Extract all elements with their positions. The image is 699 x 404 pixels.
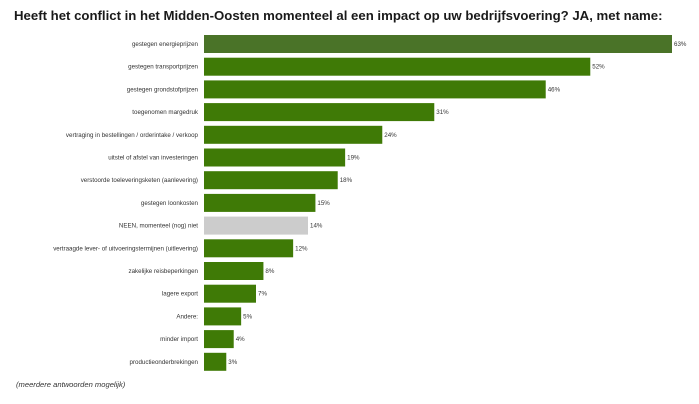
value-label: 5% <box>243 313 252 320</box>
category-label: gestegen energieprijzen <box>132 41 199 48</box>
value-label: 15% <box>317 200 330 207</box>
bar-7 <box>204 171 338 190</box>
category-label: productieonderbrekingen <box>130 359 199 366</box>
footnote: (meerdere antwoorden mogelijk) <box>16 380 126 389</box>
bar-6 <box>204 148 346 167</box>
chart-title: Heeft het conflict in het Midden-Oosten … <box>14 8 663 23</box>
category-label: vertraagde lever- of uitvoeringstermijne… <box>53 245 198 252</box>
category-label: zakelijke reisbeperkingen <box>129 268 199 275</box>
bar-14 <box>204 330 234 349</box>
category-label: gestegen transportprijzen <box>128 64 198 71</box>
value-label: 14% <box>310 223 323 230</box>
category-label: gestegen grondstofprijzen <box>127 86 199 93</box>
bar-15 <box>204 352 227 371</box>
bar-10 <box>204 239 294 258</box>
category-label: uitstel of afstel van investeringen <box>108 155 198 162</box>
category-label: gestegen loonkosten <box>141 200 199 207</box>
bar-13 <box>204 307 242 326</box>
category-label: NEEN, momenteel (nog) niet <box>119 223 198 230</box>
category-label: minder import <box>160 336 198 343</box>
bar-11 <box>204 262 264 280</box>
bar-1 <box>204 35 672 53</box>
category-label: lagere export <box>162 291 198 298</box>
value-label: 24% <box>384 132 397 139</box>
value-label: 7% <box>258 291 267 298</box>
category-label: verstoorde toeleveringsketen (aanleverin… <box>81 177 198 184</box>
value-label: 8% <box>265 268 274 275</box>
value-label: 52% <box>592 64 605 71</box>
value-label: 3% <box>228 359 237 366</box>
value-label: 12% <box>295 245 308 252</box>
value-label: 63% <box>674 41 687 48</box>
category-label: Andere: <box>176 313 198 320</box>
bar-4 <box>204 103 435 122</box>
bar-12 <box>204 284 256 303</box>
bar-2 <box>204 57 591 76</box>
value-label: 4% <box>236 336 245 343</box>
bar-8 <box>204 193 316 212</box>
bar-9 <box>204 216 308 235</box>
category-label: vertraging in bestellingen / orderintake… <box>66 132 199 139</box>
category-label: toegenomen margedruk <box>132 109 199 116</box>
value-label: 19% <box>347 155 360 162</box>
value-label: 31% <box>436 109 449 116</box>
bar-3 <box>204 80 546 99</box>
value-label: 46% <box>548 86 561 93</box>
value-label: 18% <box>340 177 353 184</box>
bar-5 <box>204 125 383 144</box>
